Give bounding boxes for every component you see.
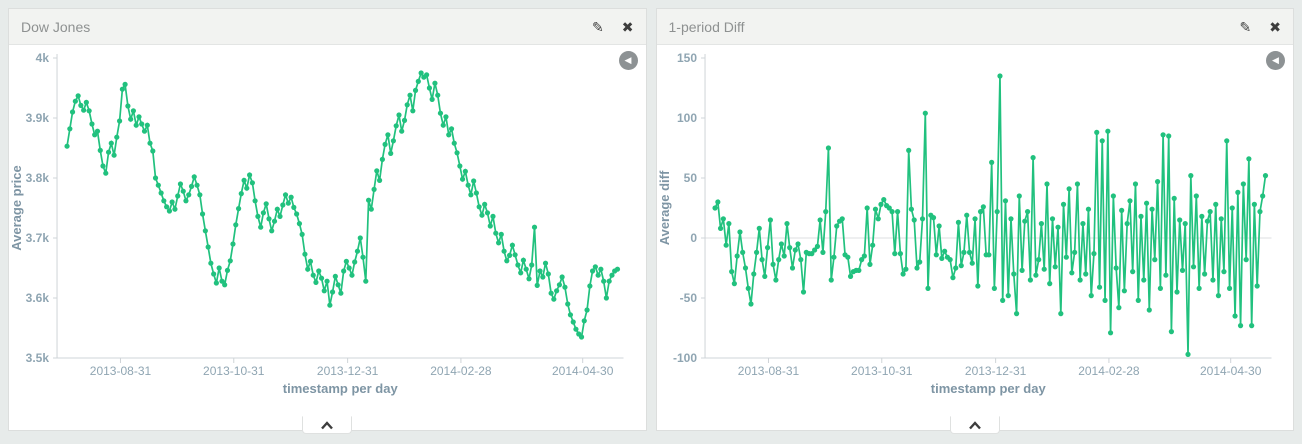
chart-area-1-period-diff: 150 100 50 0 -50 -100 2013-08-31 2013-10-31 2013… [657,45,1294,430]
back-arrow-circle-icon[interactable]: ◀ [618,51,638,70]
diff-line-chart[interactable]: 150 100 50 0 -50 -100 2013-08-31 2013-10-31 2013… [657,45,1294,430]
svg-text:2013-10-31: 2013-10-31 [203,364,265,378]
svg-text:2014-02-28: 2014-02-28 [430,364,492,378]
panel-header-icons: ✎ ✖ [1240,20,1281,34]
close-icon[interactable]: ✖ [1269,18,1281,35]
svg-text:150: 150 [676,51,696,65]
panel-title: 1-period Diff [668,18,745,35]
panel-header-icons: ✎ ✖ [592,20,633,34]
back-arrow-circle-icon[interactable]: ◀ [1266,51,1285,70]
collapse-tab[interactable] [949,416,1000,434]
svg-text:100: 100 [676,111,696,125]
svg-text:3.9k: 3.9k [26,111,50,125]
svg-text:3.6k: 3.6k [26,291,50,305]
panel-title: Dow Jones [21,18,91,35]
close-icon[interactable]: ✖ [621,18,634,35]
panel-header: Dow Jones ✎ ✖ [9,9,646,45]
svg-text:2014-04-30: 2014-04-30 [1199,364,1261,378]
svg-text:3.8k: 3.8k [26,171,50,185]
collapse-tab[interactable] [302,416,353,434]
svg-text:timestamp per day: timestamp per day [930,381,1046,396]
svg-text:50: 50 [683,171,697,185]
pencil-icon[interactable]: ✎ [1239,18,1252,35]
svg-text:3.5k: 3.5k [26,351,50,365]
svg-text:0: 0 [690,231,697,245]
svg-text:2013-08-31: 2013-08-31 [737,364,799,378]
svg-text:Average diff: Average diff [657,170,672,245]
svg-text:2014-02-28: 2014-02-28 [1078,364,1140,378]
svg-text:2013-12-31: 2013-12-31 [964,364,1026,378]
panel-dow-jones: Dow Jones ✎ ✖ 4k 3.9k 3.8k 3.7k 3.6k 3.5k 2013… [8,8,647,434]
dow-jones-line-chart[interactable]: 4k 3.9k 3.8k 3.7k 3.6k 3.5k 2013-08-31 2013-10-… [9,45,646,430]
chart-area-dow-jones: 4k 3.9k 3.8k 3.7k 3.6k 3.5k 2013-08-31 2013-10-… [9,45,646,430]
svg-text:Average price: Average price [9,165,24,250]
chevron-up-icon [968,420,981,429]
svg-text:timestamp per day: timestamp per day [283,381,399,396]
svg-text:-100: -100 [672,351,696,365]
panel-header: 1-period Diff ✎ ✖ [656,9,1293,45]
pencil-icon[interactable]: ✎ [592,18,604,35]
chevron-up-icon [321,420,334,429]
svg-text:3.7k: 3.7k [26,231,50,245]
svg-text:2013-10-31: 2013-10-31 [851,364,913,378]
svg-text:-50: -50 [679,291,697,305]
svg-text:4k: 4k [36,51,50,65]
svg-text:2013-08-31: 2013-08-31 [90,364,152,378]
svg-text:2014-04-30: 2014-04-30 [552,364,614,378]
svg-text:2013-12-31: 2013-12-31 [317,364,379,378]
panel-1-period-diff: 1-period Diff ✎ ✖ 150 100 50 0 -50 -100 2013-0… [655,8,1294,434]
